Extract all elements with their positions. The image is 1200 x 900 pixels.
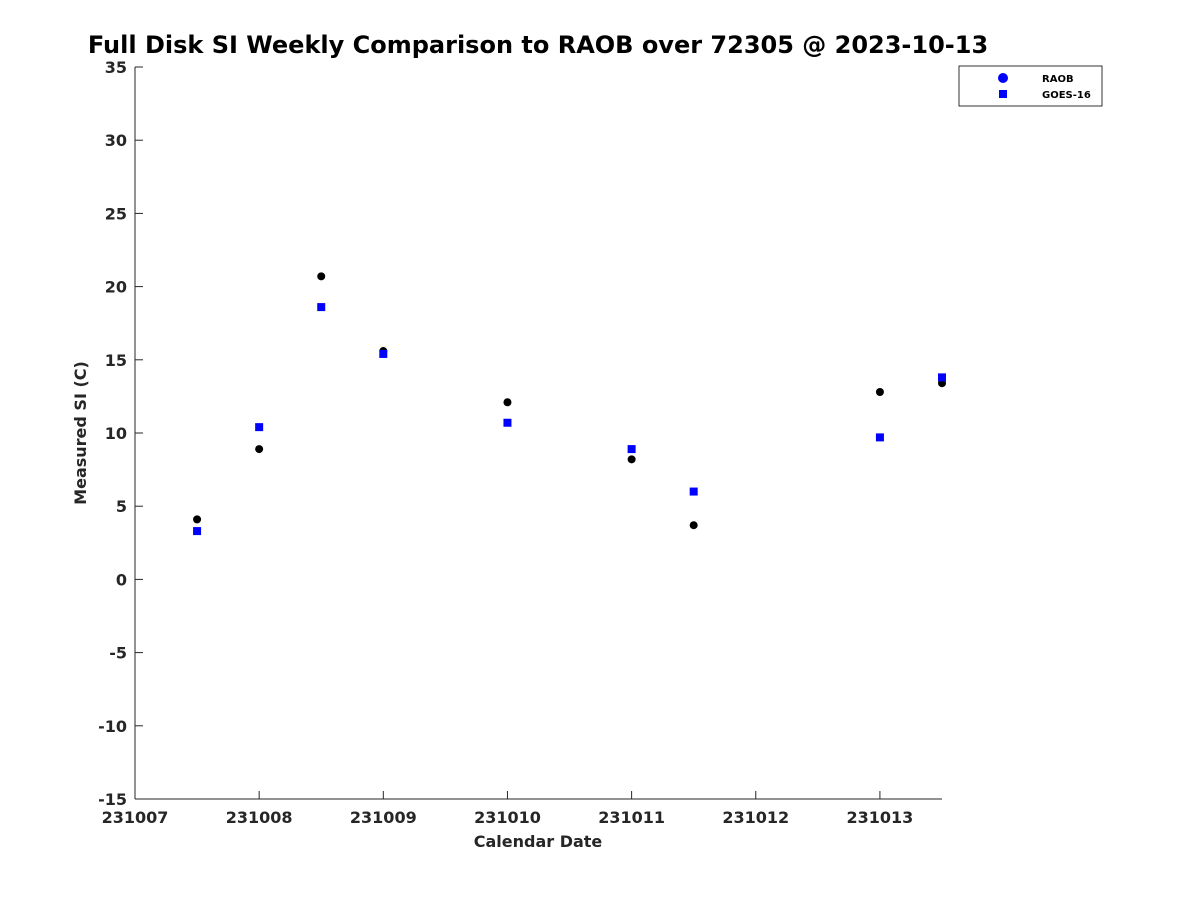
data-points [193,272,946,536]
series-goes-16 [193,303,946,536]
x-tick-label: 231007 [102,808,169,827]
legend-label: GOES-16 [1042,90,1091,101]
goes-point [317,303,326,312]
y-tick-label: 20 [105,278,127,297]
y-tick-label: -10 [98,717,127,736]
legend-label: RAOB [1042,74,1074,85]
goes-point [255,423,264,432]
y-tick-label: 25 [105,204,127,223]
y-axis-label: Measured SI (C) [71,361,90,505]
raob-point [317,272,326,281]
goes-point [689,487,698,496]
goes-point [503,418,512,427]
x-tick-label: 231008 [226,808,293,827]
goes-point [193,527,202,536]
raob-point [503,398,512,407]
goes-point [627,445,636,454]
x-tick-label: 231013 [847,808,914,827]
chart-title: Full Disk SI Weekly Comparison to RAOB o… [88,31,988,59]
y-tick-label: 30 [105,131,127,150]
legend-box [958,65,1103,107]
x-tick-label: 231012 [722,808,789,827]
raob-point [193,515,202,524]
y-tick-label: -15 [98,790,127,809]
y-tick-label: 5 [116,497,127,516]
goes-point [379,349,388,358]
x-tick-label: 231010 [474,808,541,827]
legend-raob-marker [998,73,1008,83]
goes-point [938,373,946,382]
x-axis-label: Calendar Date [474,832,603,851]
y-tick-label: -5 [109,644,127,663]
raob-point [875,388,884,397]
axes [134,67,942,800]
raob-point [255,445,264,454]
series-raob [193,272,946,530]
y-tick-label: 0 [116,570,127,589]
x-tick-label: 231011 [598,808,665,827]
x-ticks: 231007 231008 231009 231010 231011 231012 2310… [102,791,914,827]
y-ticks: -15 -10 -5 0 5 10 15 20 25 30 35 [98,58,143,809]
goes-point [875,433,884,442]
legend: RAOB GOES-16 [958,65,1103,107]
y-tick-label: 35 [105,58,127,77]
raob-point [627,455,636,464]
x-tick-label: 231009 [350,808,417,827]
legend-goes-marker [999,90,1007,98]
y-tick-label: 15 [105,351,127,370]
raob-point [689,521,698,530]
y-tick-label: 10 [105,424,127,443]
